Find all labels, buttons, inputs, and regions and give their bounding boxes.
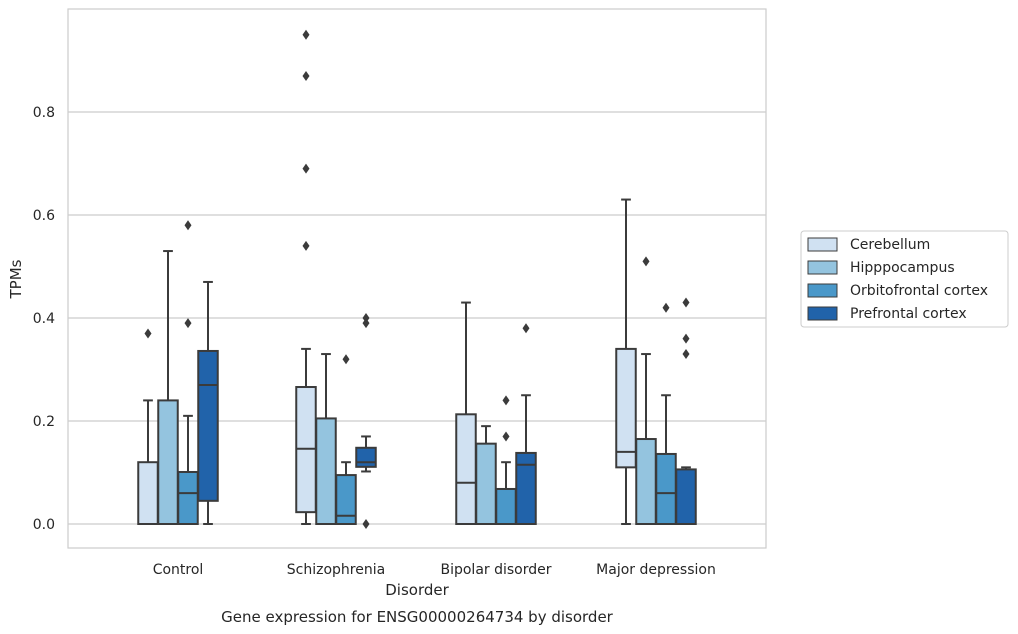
- outlier-point: [642, 256, 650, 267]
- x-tick-label: Major depression: [596, 562, 716, 578]
- plot-frame: [67, 8, 767, 549]
- box-3-2: [655, 302, 677, 525]
- box-body: [335, 474, 357, 526]
- y-tick-label: 0.2: [33, 414, 55, 430]
- box-body: [475, 442, 497, 525]
- box-0-3: [197, 280, 219, 525]
- legend-label: Hipppocampus: [850, 260, 955, 276]
- outlier-point: [682, 297, 690, 308]
- figure-caption: Gene expression for ENSG00000264734 by d…: [221, 608, 614, 626]
- x-axis-ticks: Control Schizophrenia Bipolar disorder Majo…: [153, 562, 716, 578]
- outlier-point: [662, 302, 670, 313]
- box-3-0: [615, 198, 637, 525]
- legend-label: Prefrontal cortex: [850, 306, 967, 322]
- outlier-point: [342, 354, 350, 365]
- x-tick-label: Control: [153, 562, 204, 578]
- y-tick-label: 0.0: [33, 517, 55, 533]
- outlier-point: [682, 349, 690, 360]
- box-0-2: [177, 220, 199, 525]
- outlier-point: [682, 333, 690, 344]
- outlier-point: [302, 163, 310, 174]
- box-2-0: [455, 301, 477, 525]
- box-2-1: [475, 425, 497, 525]
- outlier-point: [362, 313, 370, 323]
- legend-swatch: [807, 237, 838, 252]
- outlier-point: [502, 431, 510, 442]
- legend-swatch: [807, 260, 838, 275]
- box-2-3: [515, 323, 537, 525]
- outlier-point: [184, 220, 192, 231]
- box-body: [655, 452, 677, 525]
- x-axis-label: Disorder: [385, 581, 449, 599]
- box-1-1: [315, 353, 337, 525]
- box-body: [495, 487, 517, 526]
- box-body: [197, 349, 219, 502]
- y-axis-ticks: 0.0 0.2 0.4 0.6 0.8: [33, 105, 55, 533]
- outlier-point: [144, 328, 152, 339]
- box-body: [675, 468, 697, 526]
- box-1-3: [355, 313, 377, 529]
- legend-frame: [800, 230, 1009, 328]
- y-tick-label: 0.4: [33, 311, 55, 327]
- outlier-point: [522, 323, 530, 334]
- outlier-point: [362, 318, 370, 329]
- y-tick-label: 0.6: [33, 208, 55, 224]
- legend: Cerebellum Hipppocampus Orbitofrontal cort…: [800, 230, 1009, 328]
- box-body: [157, 399, 179, 525]
- box-groups: [137, 29, 697, 529]
- legend-label: Orbitofrontal cortex: [850, 283, 988, 299]
- box-1-2: [335, 354, 357, 526]
- legend-swatch: [807, 306, 838, 321]
- box-body: [137, 461, 159, 526]
- box-0-0: [137, 328, 159, 526]
- box-body: [515, 451, 537, 525]
- box-body: [355, 446, 377, 468]
- y-axis-label: TPMs: [7, 259, 25, 299]
- box-body: [635, 438, 657, 525]
- outlier-point: [362, 519, 370, 529]
- outlier-point: [184, 318, 192, 329]
- outlier-point: [302, 29, 310, 40]
- box-0-1: [157, 250, 179, 525]
- outlier-point: [502, 395, 510, 406]
- box-body: [177, 470, 199, 525]
- box-1-0: [295, 29, 317, 525]
- box-body: [615, 347, 637, 469]
- x-tick-label: Schizophrenia: [287, 562, 385, 578]
- box-3-3: [675, 297, 697, 526]
- outlier-point: [302, 240, 310, 251]
- legend-label: Cerebellum: [850, 237, 930, 253]
- outlier-point: [302, 70, 310, 81]
- box-body: [455, 413, 477, 525]
- y-tick-label: 0.8: [33, 105, 55, 121]
- box-3-1: [635, 256, 657, 525]
- box-body: [315, 417, 337, 525]
- x-tick-label: Bipolar disorder: [440, 562, 551, 578]
- legend-swatch: [807, 283, 838, 298]
- box-2-2: [495, 395, 517, 526]
